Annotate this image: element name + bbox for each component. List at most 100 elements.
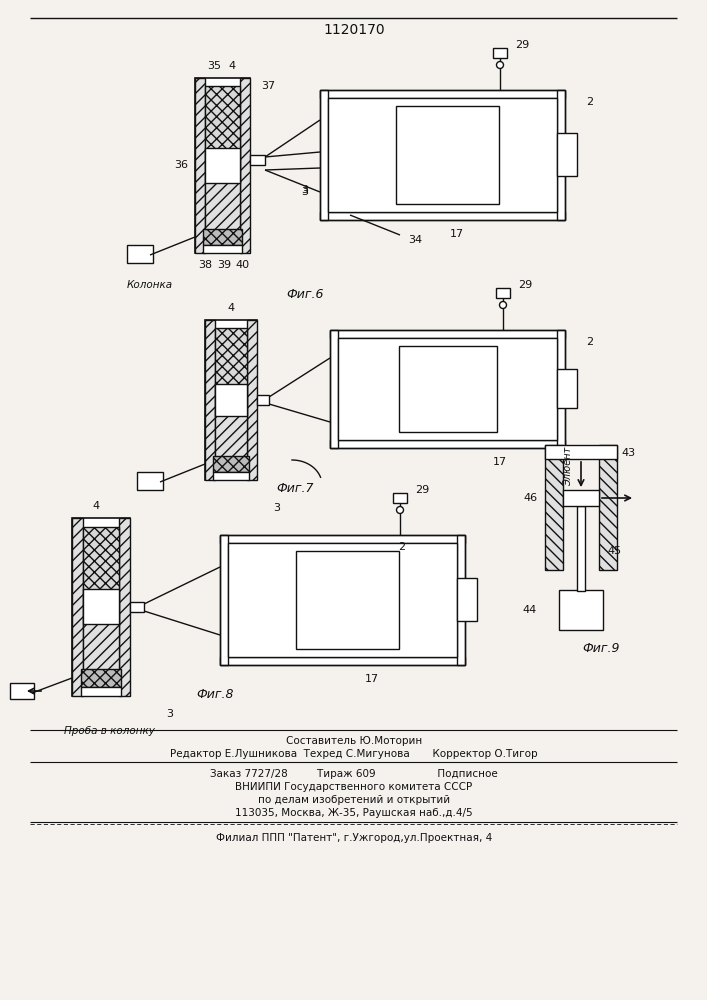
Bar bbox=[330, 330, 565, 338]
Bar bbox=[496, 288, 510, 298]
Bar bbox=[137, 472, 163, 490]
Bar bbox=[205, 148, 240, 183]
Bar bbox=[599, 445, 617, 570]
Bar bbox=[195, 78, 205, 253]
Text: 45: 45 bbox=[608, 546, 622, 556]
Text: Фиг.6: Фиг.6 bbox=[286, 288, 324, 302]
Bar bbox=[393, 493, 407, 503]
Text: 38: 38 bbox=[198, 260, 212, 270]
Bar bbox=[205, 86, 240, 165]
Circle shape bbox=[397, 506, 404, 514]
Text: 3: 3 bbox=[167, 709, 173, 719]
Text: 44: 44 bbox=[523, 605, 537, 615]
Bar bbox=[72, 518, 83, 696]
Bar bbox=[320, 90, 565, 220]
Text: 46: 46 bbox=[523, 493, 537, 503]
Bar bbox=[130, 602, 144, 612]
Bar bbox=[328, 98, 557, 212]
Bar bbox=[83, 527, 119, 607]
Text: 3: 3 bbox=[301, 187, 308, 197]
Text: ВНИИПИ Государственного комитета СССР: ВНИИПИ Государственного комитета СССР bbox=[235, 782, 472, 792]
Bar bbox=[220, 535, 465, 543]
Bar bbox=[257, 395, 269, 405]
Text: Колонка: Колонка bbox=[127, 280, 173, 290]
Bar bbox=[213, 472, 249, 480]
Bar bbox=[320, 90, 565, 98]
Text: 43: 43 bbox=[622, 448, 636, 458]
Bar bbox=[557, 330, 565, 448]
Bar bbox=[557, 90, 565, 220]
Bar bbox=[396, 106, 499, 204]
Text: 1120170: 1120170 bbox=[323, 23, 385, 37]
Text: 17: 17 bbox=[365, 674, 379, 684]
Bar bbox=[127, 245, 153, 263]
Text: 4: 4 bbox=[228, 303, 235, 313]
Bar bbox=[320, 90, 328, 220]
Bar bbox=[338, 338, 557, 440]
Bar bbox=[493, 48, 507, 58]
Bar bbox=[240, 78, 250, 253]
Bar bbox=[215, 384, 247, 416]
Bar bbox=[577, 506, 585, 591]
Text: Составитель Ю.Моторин: Составитель Ю.Моторин bbox=[286, 736, 422, 746]
Text: 3: 3 bbox=[301, 185, 308, 195]
Text: Фиг.9: Фиг.9 bbox=[583, 642, 620, 654]
Bar bbox=[330, 330, 565, 448]
Text: 37: 37 bbox=[261, 81, 275, 91]
Bar bbox=[215, 400, 247, 472]
Bar bbox=[220, 535, 228, 665]
Bar bbox=[119, 518, 130, 696]
Bar bbox=[330, 440, 565, 448]
Text: 3: 3 bbox=[274, 503, 281, 513]
Text: 36: 36 bbox=[174, 160, 188, 170]
Bar bbox=[320, 212, 565, 220]
Text: 29: 29 bbox=[515, 40, 529, 50]
Bar bbox=[247, 320, 257, 480]
Text: 35: 35 bbox=[207, 61, 221, 71]
Bar bbox=[203, 245, 242, 253]
Text: 17: 17 bbox=[493, 457, 507, 467]
Bar bbox=[205, 320, 215, 480]
Bar bbox=[457, 578, 477, 621]
Text: по делам изобретений и открытий: по делам изобретений и открытий bbox=[258, 795, 450, 805]
Circle shape bbox=[496, 62, 503, 68]
Text: 39: 39 bbox=[217, 260, 231, 270]
Bar bbox=[81, 669, 121, 687]
Text: 34: 34 bbox=[408, 235, 422, 245]
Bar bbox=[81, 687, 121, 696]
Circle shape bbox=[500, 302, 506, 308]
Text: 17: 17 bbox=[450, 229, 464, 239]
Bar bbox=[296, 551, 399, 649]
Bar bbox=[330, 330, 338, 448]
Bar bbox=[10, 683, 34, 699]
Text: 113035, Москва, Ж-35, Раушская наб.,д.4/5: 113035, Москва, Ж-35, Раушская наб.,д.4/… bbox=[235, 808, 473, 818]
Text: 40: 40 bbox=[235, 260, 249, 270]
Bar bbox=[545, 445, 617, 459]
Bar bbox=[557, 369, 577, 408]
Text: 29: 29 bbox=[518, 280, 532, 290]
Bar bbox=[83, 589, 119, 624]
Bar bbox=[545, 445, 563, 570]
Bar bbox=[195, 78, 250, 253]
Text: Заказ 7727/28         Тираж 609                   Подписное: Заказ 7727/28 Тираж 609 Подписное bbox=[210, 769, 498, 779]
Bar bbox=[457, 535, 465, 665]
Bar bbox=[228, 543, 457, 657]
Bar bbox=[72, 518, 130, 696]
Text: Редактор Е.Лушникова  Техред С.Мигунова       Корректор О.Тигор: Редактор Е.Лушникова Техред С.Мигунова К… bbox=[170, 749, 538, 759]
Bar bbox=[563, 490, 599, 506]
Bar bbox=[83, 607, 119, 687]
Text: 29: 29 bbox=[415, 485, 429, 495]
Bar bbox=[220, 535, 465, 665]
Bar bbox=[205, 320, 257, 480]
Text: Фиг.8: Фиг.8 bbox=[197, 688, 234, 702]
Bar bbox=[203, 229, 242, 245]
Bar bbox=[220, 657, 465, 665]
Bar bbox=[557, 133, 577, 176]
Bar bbox=[215, 328, 247, 400]
Text: Филиал ППП "Патент", г.Ужгород,ул.Проектная, 4: Филиал ППП "Патент", г.Ужгород,ул.Проект… bbox=[216, 833, 492, 843]
Bar bbox=[205, 165, 240, 244]
Bar bbox=[399, 346, 497, 432]
Bar bbox=[213, 456, 249, 472]
Text: 4: 4 bbox=[228, 61, 235, 71]
Text: 2: 2 bbox=[399, 542, 406, 552]
